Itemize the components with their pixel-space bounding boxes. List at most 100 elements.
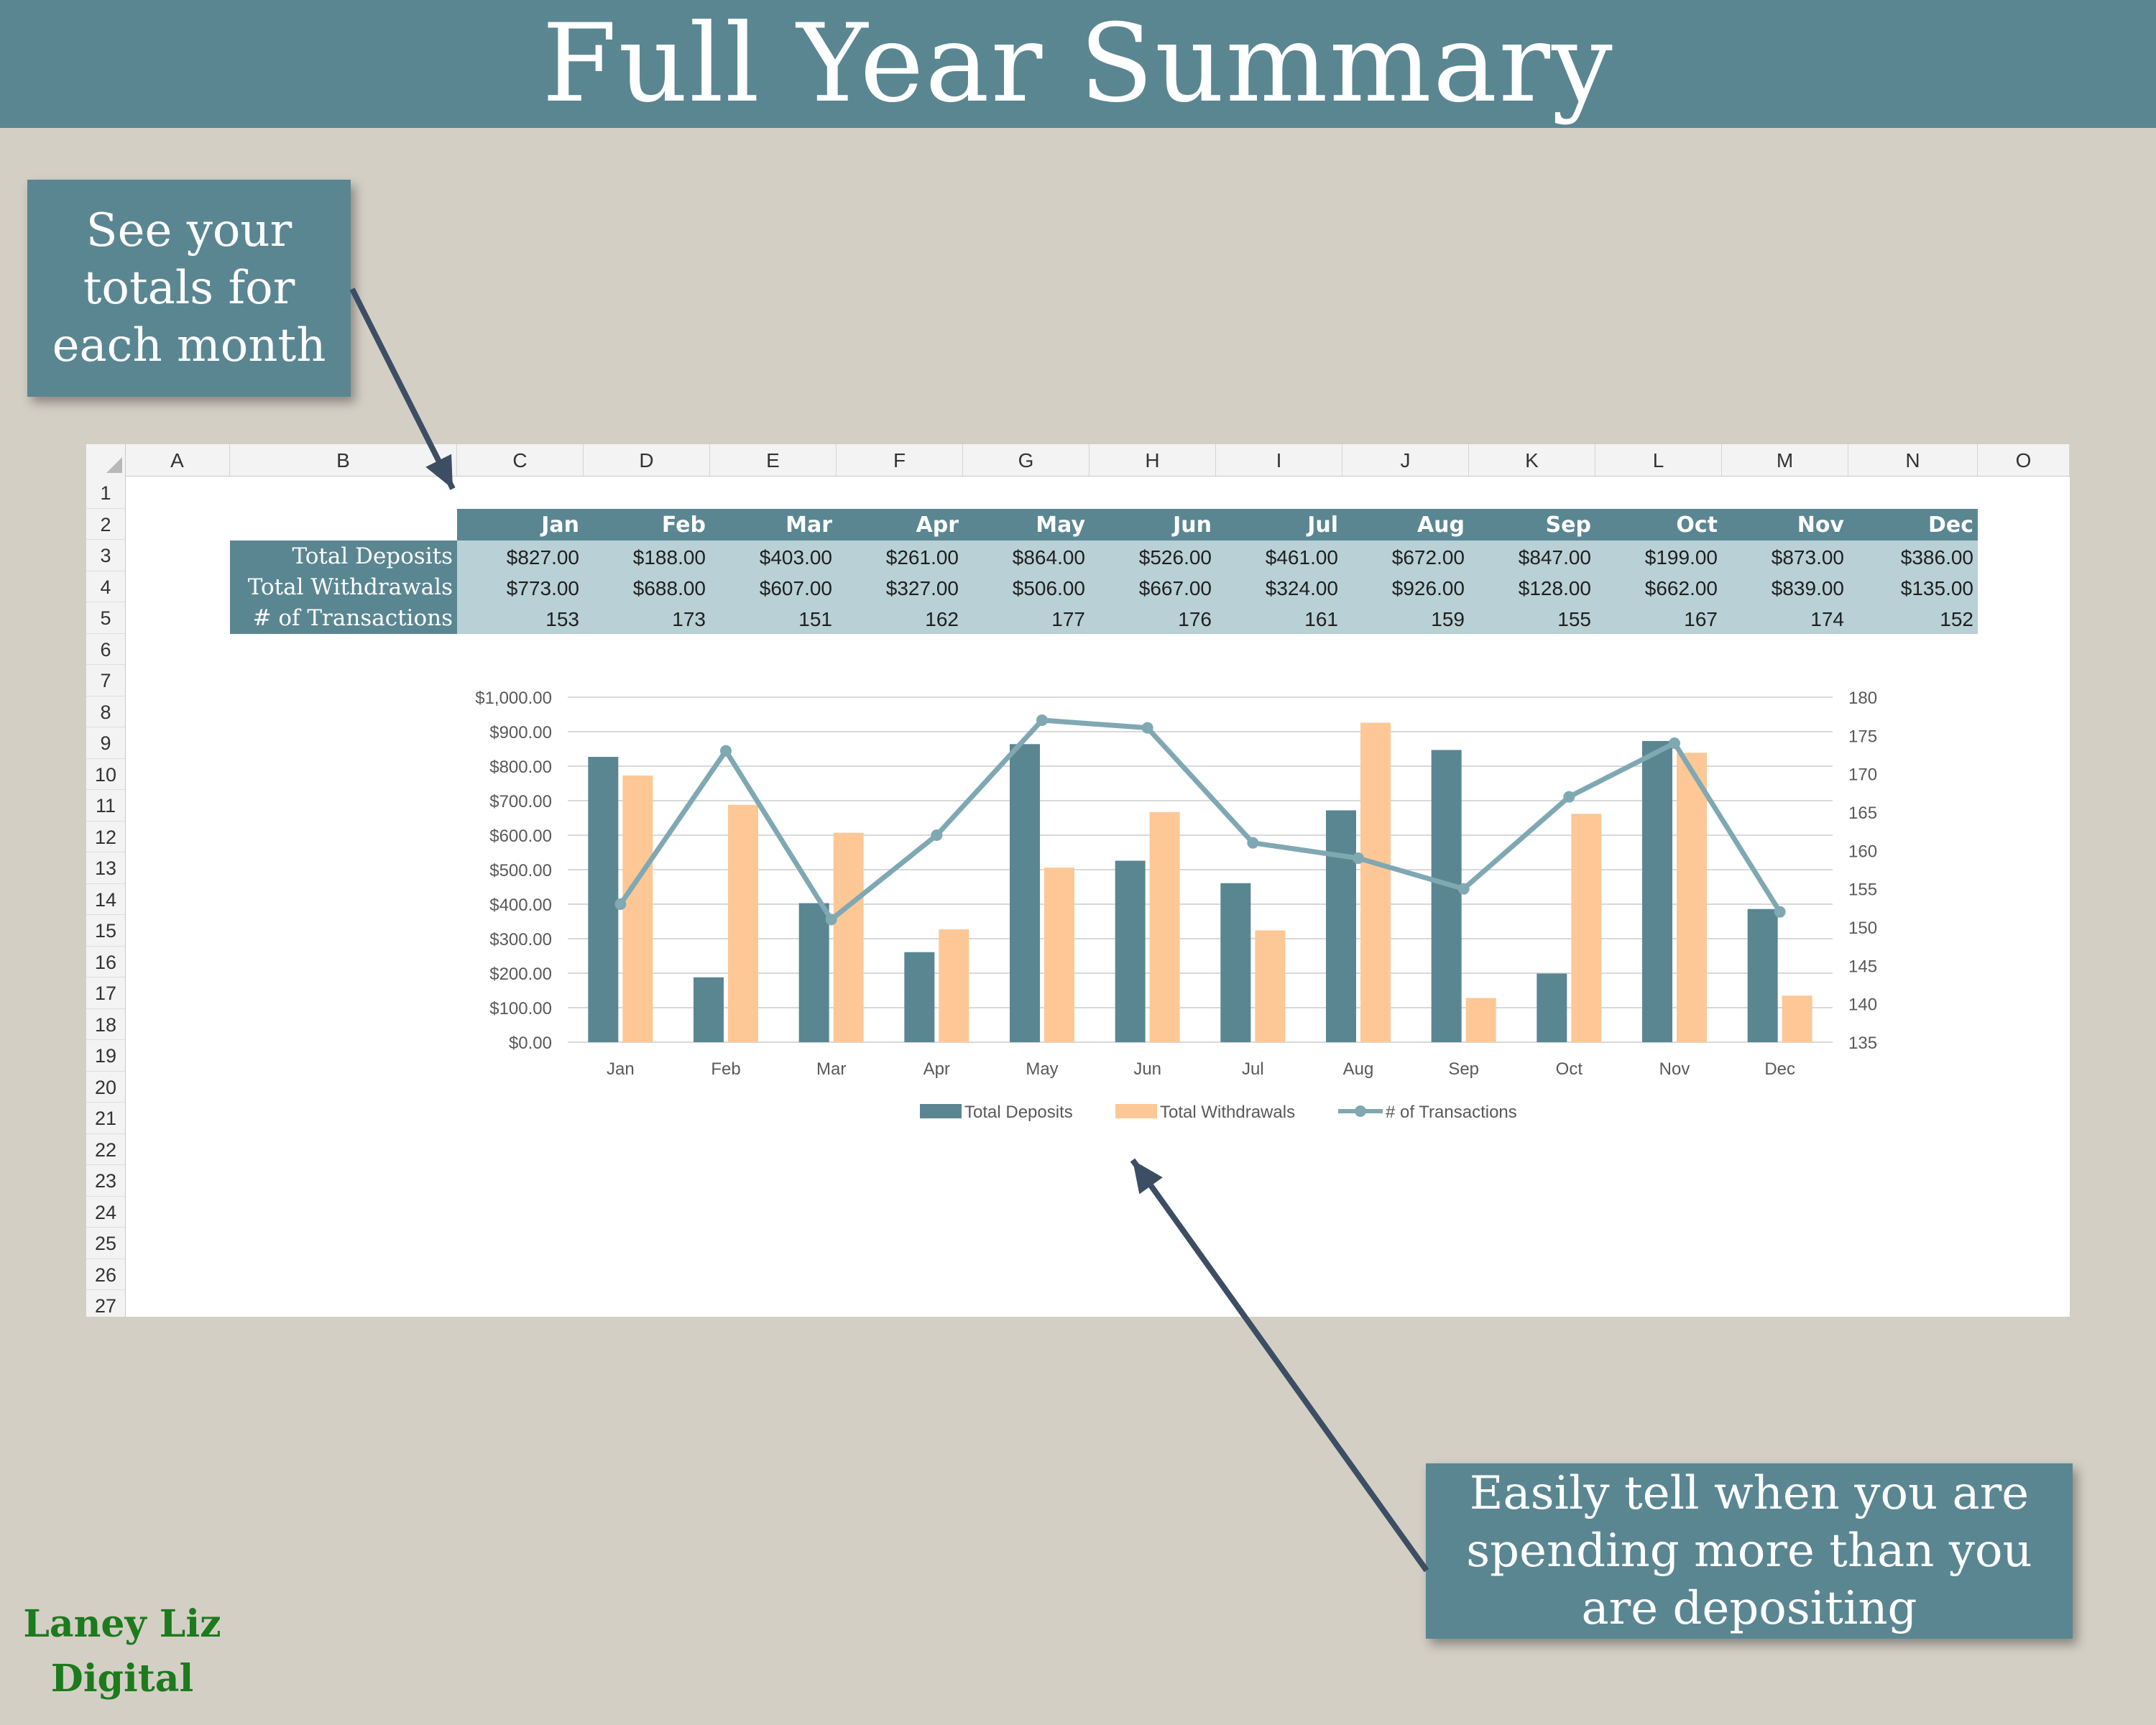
table-cell: $667.00: [1138, 577, 1212, 599]
x-tick-label: Mar: [816, 1059, 846, 1079]
table-cell: $839.00: [1771, 577, 1844, 599]
y2-tick-label: 180: [1848, 689, 1877, 708]
withdrawal-bar-sep: [1465, 998, 1496, 1042]
withdrawal-bar-mar: [833, 832, 864, 1042]
chart-legend: Total Deposits Total Withdrawals # of Tran…: [920, 1103, 1517, 1122]
row-header-17: 17: [86, 978, 125, 1009]
row-header-15: 15: [86, 915, 125, 947]
brand-line-1: Laney Liz: [23, 1602, 221, 1646]
select-all-icon: [106, 457, 122, 473]
transactions-point-sep: [1457, 883, 1470, 895]
row-header-2: 2: [86, 509, 125, 540]
month-header-may: May: [1036, 512, 1085, 538]
legend-label: Total Withdrawals: [1160, 1103, 1295, 1122]
month-header-oct: Oct: [1676, 512, 1718, 538]
transactions-line: [618, 717, 1782, 922]
withdrawal-bar-jan: [622, 775, 653, 1042]
withdrawal-bar-may: [1044, 868, 1074, 1042]
table-cell: 177: [1051, 608, 1085, 630]
row-header-24: 24: [86, 1197, 125, 1228]
column-header-f: F: [837, 444, 963, 476]
deposit-bar-jul: [1220, 883, 1251, 1042]
month-header-apr: Apr: [916, 512, 959, 538]
x-tick-label: Nov: [1659, 1059, 1690, 1079]
x-tick-label: Oct: [1556, 1059, 1583, 1079]
withdrawal-bar-dec: [1782, 995, 1812, 1042]
y-tick-label: $100.00: [489, 999, 552, 1018]
column-header-b: B: [230, 444, 457, 476]
deposit-bar-aug: [1326, 810, 1356, 1042]
row-header-9: 9: [86, 727, 125, 759]
column-header-i: I: [1216, 444, 1342, 476]
column-header-l: L: [1595, 444, 1722, 476]
row-header-23: 23: [86, 1165, 125, 1197]
transactions-point-dec: [1774, 906, 1786, 918]
row-header-5: 5: [86, 602, 125, 634]
row-header-6: 6: [86, 634, 125, 665]
y-tick-label: $0.00: [509, 1034, 552, 1053]
table-cell: $847.00: [1518, 546, 1591, 569]
table-cell: 151: [798, 608, 832, 630]
table-cell: $526.00: [1138, 546, 1212, 569]
y2-tick-label: 170: [1848, 765, 1877, 785]
row-header-column: [86, 476, 126, 1317]
withdrawal-bar-jun: [1149, 811, 1180, 1042]
table-cell: $461.00: [1265, 546, 1338, 569]
y2-tick-label: 175: [1848, 727, 1877, 746]
row-label: # of Transactions: [252, 605, 453, 631]
table-cell: $506.00: [1012, 577, 1085, 599]
deposit-bar-dec: [1747, 908, 1778, 1042]
table-cell: 162: [925, 608, 959, 630]
row-header-11: 11: [86, 790, 125, 822]
table-cell: $607.00: [759, 577, 832, 599]
row-header-3: 3: [86, 540, 125, 571]
withdrawal-bar-feb: [728, 804, 758, 1042]
table-cell: $926.00: [1391, 577, 1465, 599]
legend-label: # of Transactions: [1386, 1103, 1517, 1122]
row-header-27: 27: [86, 1290, 125, 1317]
column-header-o: O: [1978, 444, 2070, 476]
row-label: Total Withdrawals: [247, 574, 453, 600]
transactions-point-mar: [825, 914, 837, 926]
y2-tick-label: 160: [1848, 842, 1877, 861]
table-cell: $827.00: [506, 546, 579, 569]
x-tick-label: Feb: [711, 1059, 740, 1079]
select-all-corner[interactable]: [86, 444, 126, 476]
table-cell: 173: [672, 608, 706, 630]
y-tick-label: $200.00: [489, 965, 552, 984]
column-header-d: D: [584, 444, 710, 476]
table-cell: 176: [1178, 608, 1212, 630]
transactions-point-jan: [614, 898, 627, 910]
table-cell: $324.00: [1265, 577, 1338, 599]
column-header-k: K: [1469, 444, 1595, 476]
table-cell: $662.00: [1644, 577, 1718, 599]
y2-tick-label: 165: [1848, 804, 1877, 823]
row-header-13: 13: [86, 852, 125, 884]
brand-line-2: Digital: [50, 1657, 194, 1701]
y-tick-label: $500.00: [489, 861, 552, 880]
table-cell: $386.00: [1900, 546, 1973, 569]
x-tick-label: Apr: [923, 1059, 950, 1079]
deposit-bar-nov: [1642, 740, 1672, 1042]
month-header-jul: Jul: [1307, 512, 1338, 538]
y2-tick-label: 145: [1848, 957, 1877, 976]
table-cell: 174: [1810, 608, 1844, 630]
x-tick-label: Jan: [607, 1059, 635, 1079]
deposit-bar-feb: [694, 977, 724, 1042]
x-tick-label: Aug: [1343, 1059, 1374, 1079]
legend-label: Total Deposits: [964, 1103, 1073, 1122]
row-header-19: 19: [86, 1040, 125, 1072]
withdrawal-bar-nov: [1677, 753, 1707, 1042]
summary-chart[interactable]: $0.00 $100.00 $200.00 $300.00 $400.00 $500.00…: [86, 444, 2070, 1317]
y-tick-label: $800.00: [489, 758, 552, 777]
month-header-sep: Sep: [1545, 512, 1591, 538]
y-tick-label: $900.00: [489, 723, 552, 742]
legend-swatch-deposits: [920, 1104, 962, 1118]
table-cell: $327.00: [885, 577, 959, 599]
month-header-aug: Aug: [1416, 512, 1465, 538]
table-cell: $873.00: [1771, 546, 1844, 569]
transactions-point-feb: [720, 745, 732, 757]
table-cell: $261.00: [885, 546, 959, 569]
